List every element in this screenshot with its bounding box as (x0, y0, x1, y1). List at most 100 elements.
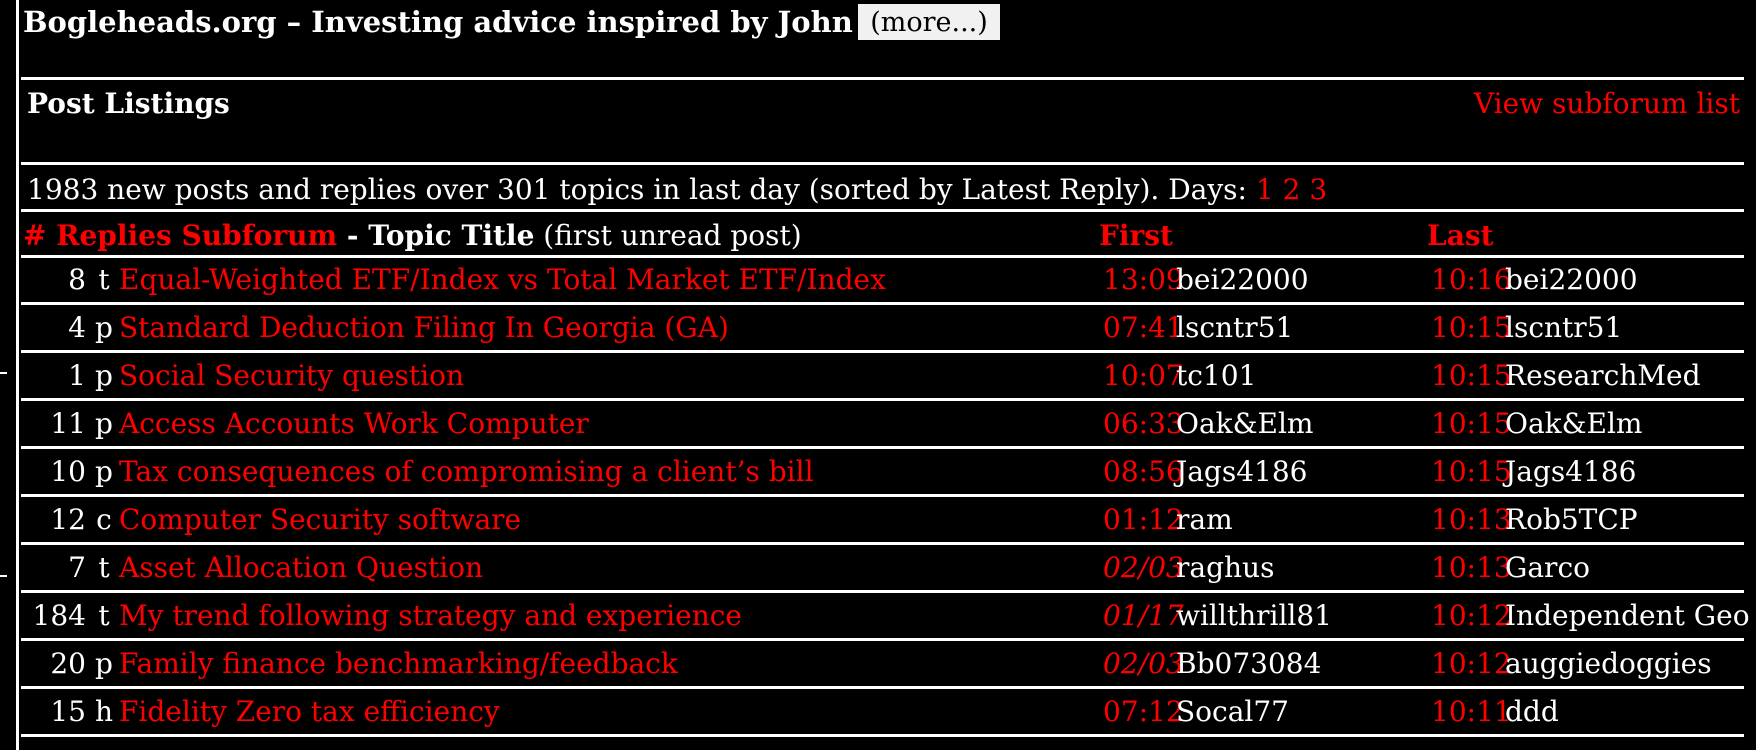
row-divider (21, 446, 1744, 449)
last-post-time-link[interactable]: 10:12 (1431, 647, 1512, 680)
header-last[interactable]: Last (1427, 219, 1494, 252)
topic-title-link[interactable]: Computer Security software (119, 503, 522, 536)
last-post-author: ddd (1505, 695, 1559, 728)
last-post-time-link[interactable]: 10:13 (1431, 551, 1512, 584)
first-post-time-link[interactable]: 07:12 (1103, 695, 1184, 728)
last-post-time-link[interactable]: 10:11 (1431, 695, 1512, 728)
first-post-author: Oak&Elm (1176, 407, 1314, 440)
table-row: 8 t Equal-Weighted ETF/Index vs Total Mark… (21, 258, 1744, 302)
last-post-author: lscntr51 (1505, 311, 1623, 344)
summary-text: 1983 new posts and replies over 301 topi… (27, 173, 1247, 206)
more-button[interactable]: (more...) (858, 4, 1000, 40)
header-replies-subforum[interactable]: # Replies Subforum (23, 219, 338, 252)
subforum-code[interactable]: p (95, 455, 113, 488)
first-post-time-link[interactable]: 06:33 (1103, 407, 1184, 440)
row-divider (21, 494, 1744, 497)
row-divider (21, 638, 1744, 641)
header-first-unread: (first unread post) (534, 219, 802, 252)
row-divider (21, 734, 1744, 737)
subforum-code[interactable]: c (96, 503, 112, 536)
subforum-code[interactable]: p (95, 407, 113, 440)
day-link-2[interactable]: 2 (1282, 173, 1301, 206)
last-post-time-link[interactable]: 10:16 (1431, 263, 1512, 296)
row-divider (21, 398, 1744, 401)
first-post-author: Bb073084 (1176, 647, 1322, 680)
first-post-time-link[interactable]: 13:09 (1103, 263, 1184, 296)
subforum-code[interactable]: p (95, 647, 113, 680)
scroll-tick (0, 372, 7, 374)
first-post-time-link[interactable]: 01/17 (1103, 599, 1184, 632)
topic-title-link[interactable]: Standard Deduction Filing In Georgia (GA… (119, 311, 729, 344)
last-post-time-link[interactable]: 10:15 (1431, 311, 1512, 344)
topic-title-link[interactable]: Access Accounts Work Computer (119, 407, 589, 440)
topic-title-link[interactable]: Asset Allocation Question (119, 551, 484, 584)
first-post-author: Jags4186 (1176, 455, 1308, 488)
subforum-code[interactable]: p (95, 359, 113, 392)
table-row: 20 p Family finance benchmarking/feedback 0… (21, 642, 1744, 686)
topic-title-link[interactable]: My trend following strategy and experien… (119, 599, 742, 632)
day-link-1[interactable]: 1 (1255, 173, 1274, 206)
topic-title-link[interactable]: Fidelity Zero tax efficiency (119, 695, 500, 728)
topic-title-link[interactable]: Equal-Weighted ETF/Index vs Total Market… (119, 263, 886, 296)
first-post-author: lscntr51 (1176, 311, 1294, 344)
last-post-author: Rob5TCP (1505, 503, 1638, 536)
last-post-time-link[interactable]: 10:15 (1431, 407, 1512, 440)
last-post-time-link[interactable]: 10:12 (1431, 599, 1512, 632)
view-subforum-list-link[interactable]: View subforum list (1473, 87, 1740, 120)
row-divider (21, 686, 1744, 689)
topic-title-link[interactable]: Family finance benchmarking/feedback (119, 647, 678, 680)
reply-count: 7 (68, 551, 86, 584)
topic-title-link[interactable]: Tax consequences of compromising a clien… (119, 455, 814, 488)
reply-count: 8 (68, 263, 86, 296)
first-post-time-link[interactable]: 08:56 (1103, 455, 1184, 488)
reply-count: 20 (50, 647, 86, 680)
summary-line: 1983 new posts and replies over 301 topi… (27, 170, 1327, 210)
last-post-author: Garco (1505, 551, 1590, 584)
first-post-time-link[interactable]: 02/03 (1103, 551, 1184, 584)
header-first[interactable]: First (1099, 219, 1173, 252)
last-post-author: Independent Geo (1505, 599, 1750, 632)
last-post-time-link[interactable]: 10:13 (1431, 503, 1512, 536)
row-divider (21, 302, 1744, 305)
last-post-author: bei22000 (1505, 263, 1638, 296)
divider (21, 209, 1744, 212)
header-topic-title: Topic Title (368, 219, 535, 252)
table-row: 4 p Standard Deduction Filing In Georgia (… (21, 306, 1744, 350)
last-post-time-link[interactable]: 10:15 (1431, 455, 1512, 488)
last-post-author: ResearchMed (1505, 359, 1701, 392)
row-divider (21, 590, 1744, 593)
first-post-time-link[interactable]: 10:07 (1103, 359, 1184, 392)
last-post-author: auggiedoggies (1505, 647, 1712, 680)
divider (21, 255, 1744, 258)
last-post-time-link[interactable]: 10:15 (1431, 359, 1512, 392)
first-post-author: ram (1176, 503, 1233, 536)
subforum-code[interactable]: h (94, 695, 114, 728)
table-row: 12 c Computer Security software 01:12 ram 10:… (21, 498, 1744, 542)
day-link-3[interactable]: 3 (1309, 173, 1328, 206)
header-dash: - (337, 219, 369, 252)
first-post-time-link[interactable]: 07:41 (1103, 311, 1184, 344)
left-border (16, 0, 19, 750)
first-post-time-link[interactable]: 01:12 (1103, 503, 1184, 536)
subforum-code[interactable]: t (98, 551, 110, 584)
table-row: 15 h Fidelity Zero tax efficiency 07:12 Soca… (21, 690, 1744, 734)
reply-count: 15 (50, 695, 86, 728)
reply-count: 11 (50, 407, 86, 440)
subforum-code[interactable]: t (98, 263, 110, 296)
divider (21, 162, 1744, 165)
reply-count: 184 (32, 599, 86, 632)
topic-title-link[interactable]: Social Security question (119, 359, 464, 392)
table-row: 184 t My trend following strategy and expe… (21, 594, 1750, 638)
reply-count: 4 (68, 311, 86, 344)
first-post-time-link[interactable]: 02/03 (1103, 647, 1184, 680)
reply-count: 1 (68, 359, 86, 392)
table-row: 11 p Access Accounts Work Computer 06:33 Oak… (21, 402, 1744, 446)
table-header: # Replies Subforum - Topic Title (first … (23, 216, 1743, 256)
row-divider (21, 350, 1744, 353)
subforum-code[interactable]: p (95, 311, 113, 344)
table-row: 10 p Tax consequences of compromising a cl… (21, 450, 1744, 494)
subforum-code[interactable]: t (98, 599, 110, 632)
last-post-author: Oak&Elm (1505, 407, 1643, 440)
section-title: Post Listings (27, 87, 230, 120)
